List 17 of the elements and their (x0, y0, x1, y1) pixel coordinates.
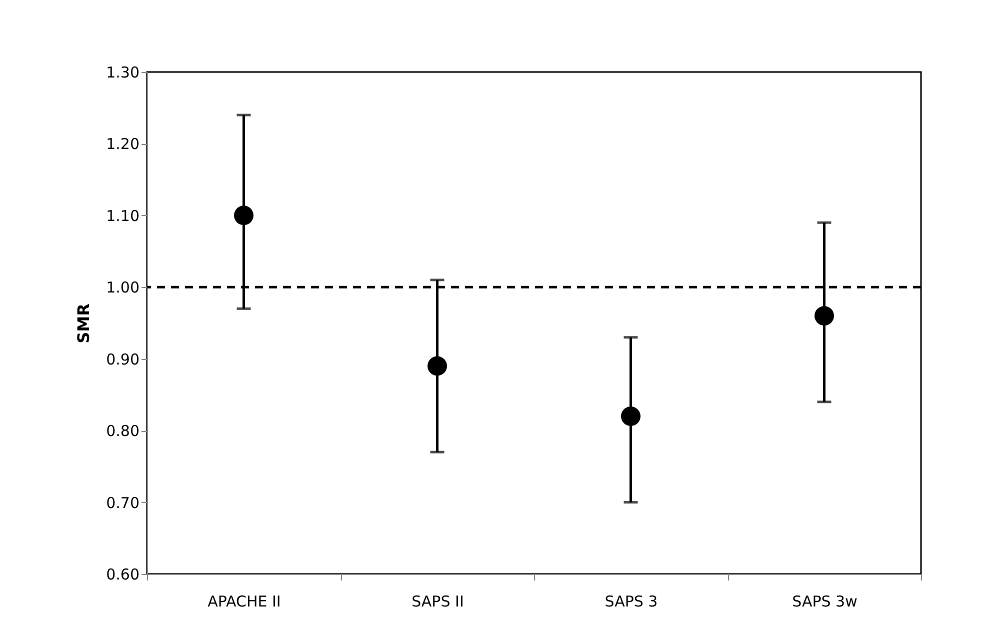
point (814, 306, 834, 326)
x-tick-label: SAPS 3 (604, 592, 658, 610)
x-tick-label: SAPS II (412, 592, 464, 610)
y-tick-label: 0.80 (106, 422, 140, 440)
point (234, 206, 254, 226)
y-tick-label: 1.00 (106, 278, 140, 297)
y-tick-label: 0.60 (106, 566, 140, 584)
y-tick-label: 1.20 (106, 135, 140, 154)
y-tick-label: 0.90 (106, 350, 140, 368)
x-tick-label: SAPS 3w (792, 592, 858, 610)
y-tick-label: 0.70 (106, 494, 140, 512)
point (621, 406, 640, 426)
x-tick-label: APACHE II (208, 592, 281, 610)
point (428, 356, 447, 376)
y-axis-title: SMR (74, 304, 94, 344)
y-tick-label: 1.30 (106, 64, 140, 82)
y-tick-label: 1.10 (106, 206, 140, 225)
